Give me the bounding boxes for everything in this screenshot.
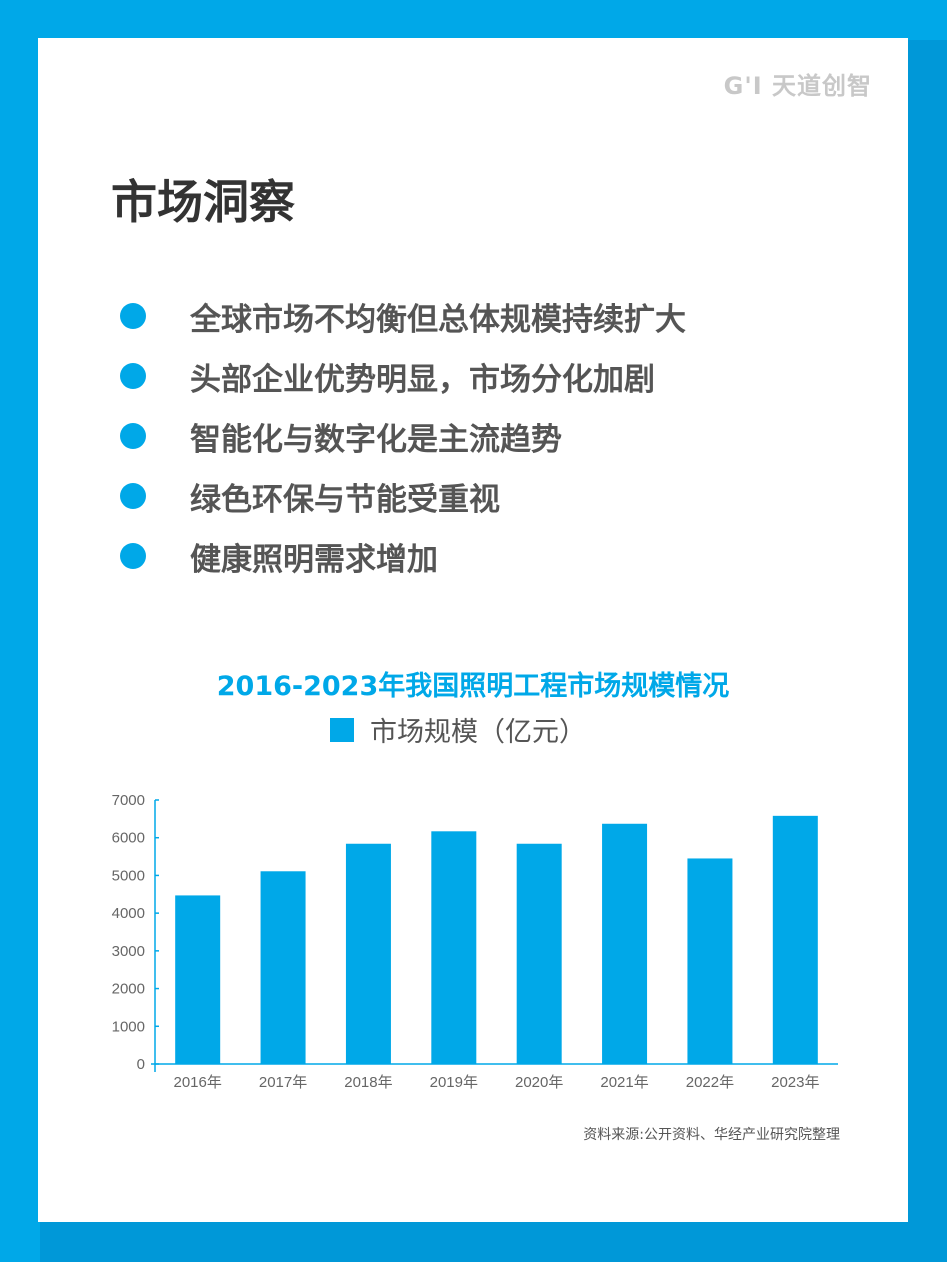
x-tick-label: 2017年 — [259, 1074, 307, 1091]
insight-list: 全球市场不均衡但总体规模持续扩大 头部企业优势明显，市场分化加剧 智能化与数字化… — [120, 286, 686, 586]
bullet-dot-icon — [120, 363, 146, 389]
y-tick-label: 5000 — [112, 867, 145, 884]
list-item: 全球市场不均衡但总体规模持续扩大 — [120, 286, 686, 346]
bullet-text: 头部企业优势明显，市场分化加剧 — [190, 361, 655, 398]
chart-legend: 市场规模（亿元） — [330, 710, 586, 749]
x-tick-label: 2016年 — [174, 1074, 222, 1091]
bullet-text: 智能化与数字化是主流趋势 — [190, 421, 562, 458]
bar — [772, 815, 818, 1064]
page-title: 市场洞察 — [111, 175, 295, 229]
y-tick-label: 7000 — [112, 792, 145, 809]
bullet-text: 全球市场不均衡但总体规模持续扩大 — [190, 301, 686, 338]
bullet-dot-icon — [120, 483, 146, 509]
bar — [345, 843, 391, 1064]
x-tick-label: 2018年 — [344, 1074, 392, 1091]
bar — [516, 843, 562, 1064]
y-tick-label: 4000 — [112, 905, 145, 922]
x-tick-label: 2022年 — [686, 1074, 734, 1091]
legend-swatch — [330, 717, 354, 742]
x-tick-label: 2023年 — [771, 1074, 819, 1091]
bar — [260, 871, 306, 1064]
x-tick-label: 2021年 — [600, 1074, 648, 1091]
bar — [431, 831, 477, 1064]
bullet-text: 绿色环保与节能受重视 — [190, 481, 500, 518]
bullet-dot-icon — [120, 543, 146, 569]
list-item: 绿色环保与节能受重视 — [120, 466, 686, 526]
bar-chart: 2016年 2017年 2018年 2019年 2020年 2021年 2022年 2023年… — [112, 792, 838, 1091]
frame-shade-bottom — [40, 1222, 947, 1262]
frame-shade-right — [908, 40, 947, 1262]
list-item: 健康照明需求增加 — [120, 526, 686, 586]
bullet-text: 健康照明需求增加 — [190, 541, 438, 578]
bar — [687, 858, 733, 1064]
y-tick-label: 1000 — [112, 1018, 145, 1035]
y-tick-label: 2000 — [112, 981, 145, 998]
x-tick-label: 2019年 — [430, 1074, 478, 1091]
bullet-dot-icon — [120, 303, 146, 329]
brand-logo: G'I 天道创智 — [723, 72, 872, 100]
y-tick-label: 3000 — [112, 943, 145, 960]
legend-label: 市场规模（亿元） — [370, 717, 586, 748]
chart-title: 2016-2023年我国照明工程市场规模情况 — [216, 671, 730, 702]
bullet-dot-icon — [120, 423, 146, 449]
bar — [602, 823, 648, 1064]
list-item: 智能化与数字化是主流趋势 — [120, 406, 686, 466]
content-card: G'I 天道创智 市场洞察 全球市场不均衡但总体规模持续扩大 头部企业优势明显，… — [38, 38, 908, 1222]
x-tick-label: 2020年 — [515, 1074, 563, 1091]
bar — [175, 895, 221, 1064]
y-tick-label: 0 — [137, 1056, 145, 1073]
y-tick-label: 6000 — [112, 830, 145, 847]
source-note: 资料来源:公开资料、华经产业研究院整理 — [583, 1127, 840, 1143]
list-item: 头部企业优势明显，市场分化加剧 — [120, 346, 686, 406]
